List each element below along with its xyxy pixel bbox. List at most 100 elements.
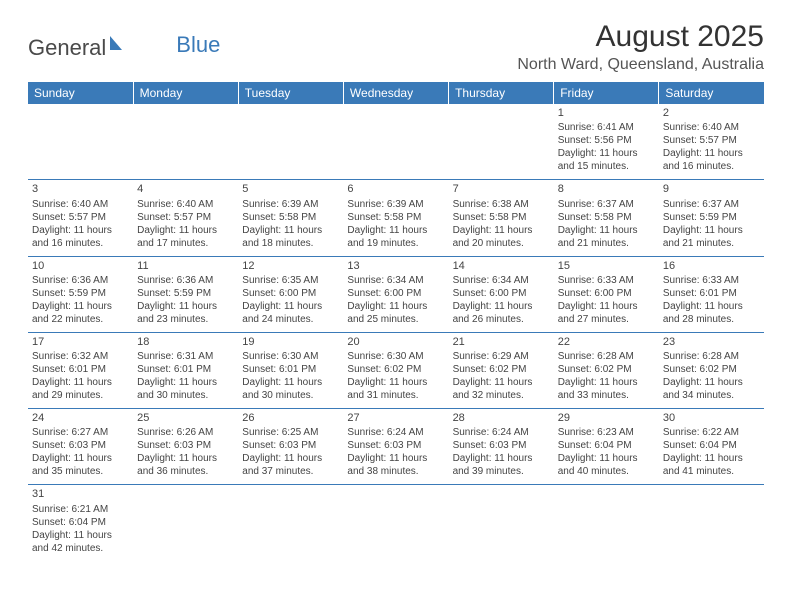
daylight-text: Daylight: 11 hours and 21 minutes. xyxy=(663,224,760,250)
day-header: Thursday xyxy=(449,82,554,104)
calendar-empty xyxy=(238,485,343,561)
sunrise-text: Sunrise: 6:22 AM xyxy=(663,426,760,439)
day-number: 7 xyxy=(453,182,550,196)
daylight-text: Daylight: 11 hours and 25 minutes. xyxy=(347,300,444,326)
sunrise-text: Sunrise: 6:30 AM xyxy=(242,350,339,363)
calendar-empty xyxy=(449,485,554,561)
calendar-day: 25Sunrise: 6:26 AMSunset: 6:03 PMDayligh… xyxy=(133,409,238,485)
calendar-day: 7Sunrise: 6:38 AMSunset: 5:58 PMDaylight… xyxy=(449,180,554,256)
sunrise-text: Sunrise: 6:36 AM xyxy=(32,274,129,287)
sunset-text: Sunset: 6:03 PM xyxy=(347,439,444,452)
sunrise-text: Sunrise: 6:25 AM xyxy=(242,426,339,439)
logo: General Blue xyxy=(28,34,220,62)
daylight-text: Daylight: 11 hours and 37 minutes. xyxy=(242,452,339,478)
daylight-text: Daylight: 11 hours and 27 minutes. xyxy=(558,300,655,326)
sunset-text: Sunset: 5:58 PM xyxy=(558,211,655,224)
sunset-text: Sunset: 6:01 PM xyxy=(663,287,760,300)
calendar-day: 31Sunrise: 6:21 AMSunset: 6:04 PMDayligh… xyxy=(28,485,133,561)
sunrise-text: Sunrise: 6:40 AM xyxy=(32,198,129,211)
sunset-text: Sunset: 6:02 PM xyxy=(453,363,550,376)
calendar-day: 19Sunrise: 6:30 AMSunset: 6:01 PMDayligh… xyxy=(238,332,343,408)
sunset-text: Sunset: 6:01 PM xyxy=(242,363,339,376)
day-number: 15 xyxy=(558,259,655,273)
calendar-day: 27Sunrise: 6:24 AMSunset: 6:03 PMDayligh… xyxy=(343,409,448,485)
sunrise-text: Sunrise: 6:37 AM xyxy=(558,198,655,211)
day-number: 29 xyxy=(558,411,655,425)
calendar-day: 24Sunrise: 6:27 AMSunset: 6:03 PMDayligh… xyxy=(28,409,133,485)
sunset-text: Sunset: 6:03 PM xyxy=(242,439,339,452)
daylight-text: Daylight: 11 hours and 19 minutes. xyxy=(347,224,444,250)
calendar-day: 23Sunrise: 6:28 AMSunset: 6:02 PMDayligh… xyxy=(659,332,764,408)
calendar-day: 4Sunrise: 6:40 AMSunset: 5:57 PMDaylight… xyxy=(133,180,238,256)
sunrise-text: Sunrise: 6:21 AM xyxy=(32,503,129,516)
sunrise-text: Sunrise: 6:23 AM xyxy=(558,426,655,439)
sunrise-text: Sunrise: 6:40 AM xyxy=(663,121,760,134)
daylight-text: Daylight: 11 hours and 38 minutes. xyxy=(347,452,444,478)
day-number: 12 xyxy=(242,259,339,273)
calendar-day: 18Sunrise: 6:31 AMSunset: 6:01 PMDayligh… xyxy=(133,332,238,408)
calendar-day: 6Sunrise: 6:39 AMSunset: 5:58 PMDaylight… xyxy=(343,180,448,256)
daylight-text: Daylight: 11 hours and 30 minutes. xyxy=(137,376,234,402)
calendar-week: 10Sunrise: 6:36 AMSunset: 5:59 PMDayligh… xyxy=(28,256,764,332)
sunset-text: Sunset: 5:57 PM xyxy=(32,211,129,224)
sunset-text: Sunset: 6:01 PM xyxy=(32,363,129,376)
day-number: 18 xyxy=(137,335,234,349)
day-header-row: SundayMondayTuesdayWednesdayThursdayFrid… xyxy=(28,82,764,104)
day-number: 3 xyxy=(32,182,129,196)
day-header: Wednesday xyxy=(343,82,448,104)
daylight-text: Daylight: 11 hours and 32 minutes. xyxy=(453,376,550,402)
sunset-text: Sunset: 6:00 PM xyxy=(242,287,339,300)
day-number: 2 xyxy=(663,106,760,120)
sunset-text: Sunset: 6:00 PM xyxy=(453,287,550,300)
day-number: 8 xyxy=(558,182,655,196)
calendar-empty xyxy=(343,485,448,561)
sunrise-text: Sunrise: 6:34 AM xyxy=(347,274,444,287)
daylight-text: Daylight: 11 hours and 23 minutes. xyxy=(137,300,234,326)
sunrise-text: Sunrise: 6:40 AM xyxy=(137,198,234,211)
daylight-text: Daylight: 11 hours and 30 minutes. xyxy=(242,376,339,402)
daylight-text: Daylight: 11 hours and 41 minutes. xyxy=(663,452,760,478)
sunrise-text: Sunrise: 6:34 AM xyxy=(453,274,550,287)
sunrise-text: Sunrise: 6:33 AM xyxy=(558,274,655,287)
sunrise-text: Sunrise: 6:38 AM xyxy=(453,198,550,211)
day-number: 10 xyxy=(32,259,129,273)
daylight-text: Daylight: 11 hours and 16 minutes. xyxy=(663,147,760,173)
sunset-text: Sunset: 6:04 PM xyxy=(32,516,129,529)
daylight-text: Daylight: 11 hours and 26 minutes. xyxy=(453,300,550,326)
day-header: Monday xyxy=(133,82,238,104)
calendar-day: 22Sunrise: 6:28 AMSunset: 6:02 PMDayligh… xyxy=(554,332,659,408)
sunset-text: Sunset: 5:59 PM xyxy=(137,287,234,300)
calendar-table: SundayMondayTuesdayWednesdayThursdayFrid… xyxy=(28,82,764,561)
calendar-empty xyxy=(343,104,448,180)
day-number: 20 xyxy=(347,335,444,349)
sunset-text: Sunset: 5:59 PM xyxy=(663,211,760,224)
sunrise-text: Sunrise: 6:29 AM xyxy=(453,350,550,363)
calendar-week: 24Sunrise: 6:27 AMSunset: 6:03 PMDayligh… xyxy=(28,409,764,485)
daylight-text: Daylight: 11 hours and 39 minutes. xyxy=(453,452,550,478)
sunrise-text: Sunrise: 6:39 AM xyxy=(242,198,339,211)
sunset-text: Sunset: 5:56 PM xyxy=(558,134,655,147)
day-number: 4 xyxy=(137,182,234,196)
daylight-text: Daylight: 11 hours and 16 minutes. xyxy=(32,224,129,250)
sunset-text: Sunset: 5:58 PM xyxy=(453,211,550,224)
calendar-empty xyxy=(28,104,133,180)
calendar-day: 11Sunrise: 6:36 AMSunset: 5:59 PMDayligh… xyxy=(133,256,238,332)
daylight-text: Daylight: 11 hours and 31 minutes. xyxy=(347,376,444,402)
calendar-week: 31Sunrise: 6:21 AMSunset: 6:04 PMDayligh… xyxy=(28,485,764,561)
sunset-text: Sunset: 6:04 PM xyxy=(558,439,655,452)
sunrise-text: Sunrise: 6:39 AM xyxy=(347,198,444,211)
sunrise-text: Sunrise: 6:36 AM xyxy=(137,274,234,287)
sunrise-text: Sunrise: 6:24 AM xyxy=(347,426,444,439)
calendar-day: 8Sunrise: 6:37 AMSunset: 5:58 PMDaylight… xyxy=(554,180,659,256)
calendar-day: 1Sunrise: 6:41 AMSunset: 5:56 PMDaylight… xyxy=(554,104,659,180)
calendar-day: 20Sunrise: 6:30 AMSunset: 6:02 PMDayligh… xyxy=(343,332,448,408)
logo-text-1: General xyxy=(28,35,106,61)
sail-icon xyxy=(108,34,128,52)
daylight-text: Daylight: 11 hours and 28 minutes. xyxy=(663,300,760,326)
calendar-day: 28Sunrise: 6:24 AMSunset: 6:03 PMDayligh… xyxy=(449,409,554,485)
sunset-text: Sunset: 5:58 PM xyxy=(347,211,444,224)
calendar-empty xyxy=(659,485,764,561)
day-number: 11 xyxy=(137,259,234,273)
day-number: 22 xyxy=(558,335,655,349)
sunset-text: Sunset: 6:02 PM xyxy=(663,363,760,376)
